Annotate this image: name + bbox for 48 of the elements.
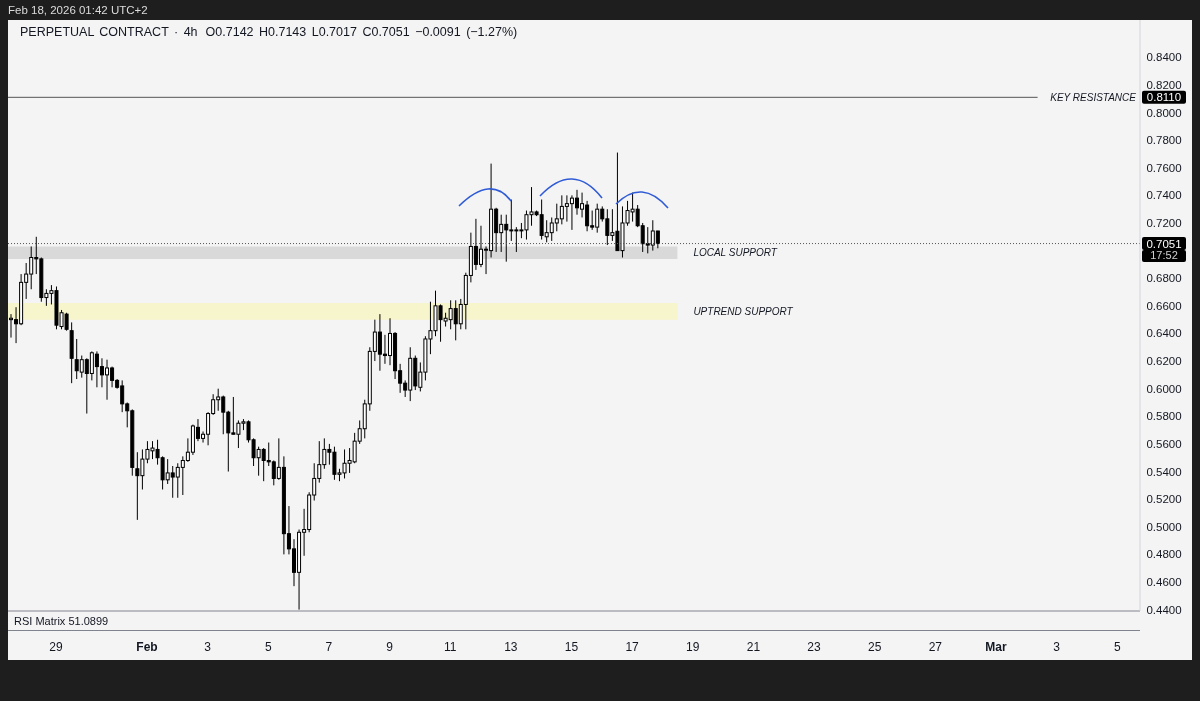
y-tick-label: 0.6800 [1146,272,1182,285]
y-tick-label: 0.7800 [1146,134,1182,147]
y-tick-label: 0.8200 [1146,78,1182,91]
y-tick-label: 0.7400 [1146,189,1182,202]
y-tick-label: 0.8400 [1146,51,1182,64]
band-label: LOCAL SUPPORT [693,247,778,259]
x-tick-label: 3 [1053,640,1061,654]
x-tick-label: 7 [325,640,333,654]
y-tick-label: 0.6600 [1146,299,1182,312]
y-tick-label: 0.5400 [1146,465,1182,478]
x-tick-label: Mar [985,640,1007,654]
band-label: UPTREND SUPPORT [693,305,794,317]
ref-line-label: KEY RESISTANCE [1050,91,1137,103]
y-tick-label: 0.6400 [1146,327,1182,340]
y-tick-label: 0.7051 [1146,237,1182,250]
y-tick-label: 0.7200 [1146,216,1182,229]
text: 17:52 [1150,249,1178,262]
y-tick-label: 0.4600 [1146,576,1182,588]
y-tick-label: 0.5000 [1146,520,1182,533]
x-tick-label: 21 [746,640,761,654]
y-tick-label: 0.7600 [1146,161,1182,174]
x-tick-label: 27 [928,640,943,654]
x-tick-label: 5 [264,640,272,654]
x-tick-label: 5 [1113,640,1121,654]
y-tick-label: 0.6000 [1146,382,1182,395]
x-tick-label: 11 [443,640,457,654]
x-tick-label: 25 [868,640,882,654]
chart-subtitle: O0.7142 H0.7143 L0.7017 C0.7051 −0.0091 (−1.27%) [205,25,518,39]
x-tick-label: 15 [564,640,579,654]
x-tick-label: 17 [625,640,640,654]
x-tick-label: Feb [136,640,158,654]
x-tick-label: 3 [204,640,212,654]
y-tick-label: 0.6200 [1146,355,1182,368]
y-tick-label: 0.5600 [1146,437,1182,450]
x-tick-label: 9 [386,640,394,654]
x-tick-label: 13 [504,640,518,654]
y-tick-label: 0.4400 [1146,603,1182,616]
y-tick-label: 0.8000 [1146,106,1182,119]
chart-title: PERPETUAL CONTRACT · 4h [20,25,198,39]
text: RSI Matrix 51.0899 [14,614,109,629]
y-tick-label: 0.8110 [1146,91,1182,104]
text: Feb 18, 2026 01:42 UTC+2 [8,3,148,18]
x-tick-label: 23 [807,640,822,654]
x-tick-label: 19 [686,640,700,654]
y-tick-label: 0.5200 [1146,493,1182,506]
x-tick-label: 29 [49,640,63,654]
y-tick-label: 0.5800 [1146,410,1182,423]
y-tick-label: 0.4800 [1146,548,1182,561]
